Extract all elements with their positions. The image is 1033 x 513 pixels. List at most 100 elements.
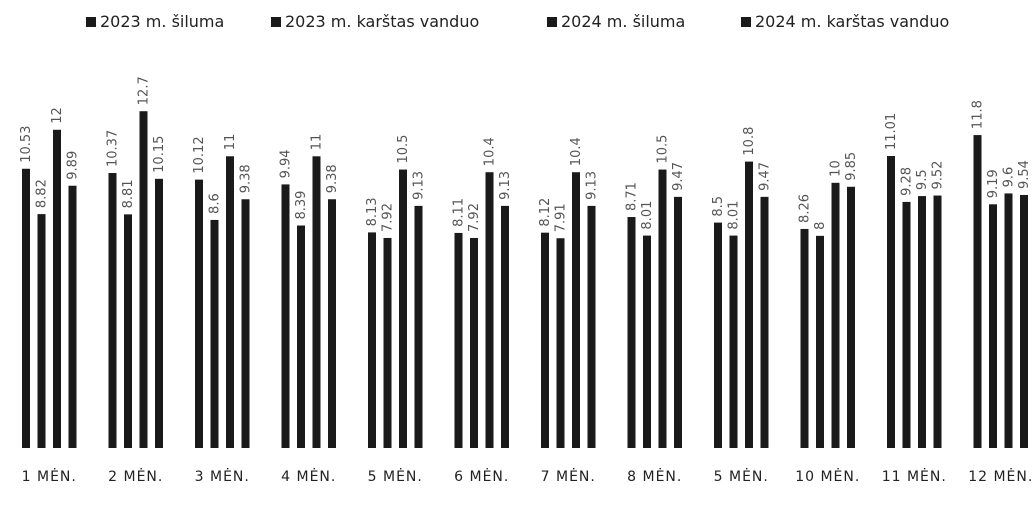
category-label-3: 3 MĖN. bbox=[195, 467, 250, 485]
value-label-6-series-3: 10.4 bbox=[483, 137, 498, 166]
bar-11-series-1 bbox=[887, 156, 895, 448]
bar-8-series-2 bbox=[643, 235, 651, 448]
bar-4-series-1 bbox=[281, 184, 290, 448]
value-label-10-series-3: 10 bbox=[829, 160, 844, 177]
value-label-6-series-4: 9.13 bbox=[498, 171, 513, 200]
category-label-9: 5 MĖN. bbox=[714, 467, 769, 485]
bar-11-series-4 bbox=[933, 195, 942, 448]
bar-12-series-2 bbox=[989, 204, 997, 448]
value-label-8-series-4: 9.47 bbox=[671, 162, 686, 191]
legend-item-1: 2023 m. šiluma bbox=[86, 12, 271, 31]
bar-2-series-1 bbox=[108, 173, 117, 448]
value-label-7-series-3: 10.4 bbox=[569, 137, 584, 166]
bar-1-series-4 bbox=[68, 185, 77, 448]
value-label-1-series-1: 10.53 bbox=[19, 126, 34, 163]
bar-1-series-1 bbox=[22, 168, 30, 448]
value-label-11-series-1: 11.01 bbox=[884, 113, 899, 150]
bar-8-series-3 bbox=[658, 169, 667, 449]
bar-2-series-3 bbox=[139, 111, 148, 448]
value-label-3-series-3: 11 bbox=[223, 134, 238, 151]
value-label-1-series-2: 8.82 bbox=[35, 179, 50, 208]
bar-12-series-1 bbox=[973, 135, 982, 448]
bar-7-series-2 bbox=[556, 238, 565, 448]
bar-2-series-4 bbox=[155, 178, 163, 448]
value-label-4-series-3: 11 bbox=[310, 134, 325, 151]
bar-1-series-2 bbox=[37, 214, 46, 448]
value-label-1-series-4: 9.89 bbox=[66, 151, 81, 180]
value-label-12-series-1: 11.8 bbox=[971, 100, 986, 129]
bar-2-series-2 bbox=[124, 214, 132, 448]
bar-7-series-3 bbox=[572, 172, 580, 449]
value-label-12-series-2: 9.19 bbox=[986, 169, 1001, 198]
value-label-10-series-4: 9.85 bbox=[844, 152, 859, 181]
value-label-9-series-2: 8.01 bbox=[727, 201, 742, 230]
bar-3-series-4 bbox=[241, 199, 250, 448]
bar-5-series-4 bbox=[414, 205, 423, 448]
category-label-12: 12 MĖN. bbox=[968, 467, 1033, 485]
bar-4-series-4 bbox=[328, 199, 336, 448]
value-label-8-series-2: 8.01 bbox=[640, 201, 655, 230]
category-label-5: 5 MĖN. bbox=[368, 467, 423, 485]
bar-11-series-2 bbox=[902, 201, 911, 448]
category-label-10: 10 MĖN. bbox=[795, 467, 860, 485]
legend-label-1: 2023 m. šiluma bbox=[100, 12, 225, 31]
value-label-12-series-3: 9.6 bbox=[1002, 167, 1017, 188]
value-label-2-series-2: 8.81 bbox=[121, 179, 136, 208]
bar-1-series-3 bbox=[53, 129, 61, 448]
value-label-3-series-2: 8.6 bbox=[208, 193, 223, 214]
value-label-11-series-3: 9.5 bbox=[915, 169, 930, 190]
value-label-2-series-4: 10.15 bbox=[152, 136, 167, 173]
legend-swatch-4 bbox=[741, 16, 751, 27]
bar-5-series-1 bbox=[368, 232, 376, 448]
bar-8-series-4 bbox=[674, 196, 682, 448]
value-label-10-series-1: 8.26 bbox=[798, 194, 813, 223]
category-label-2: 2 MĖN. bbox=[108, 467, 163, 485]
bar-6-series-2 bbox=[470, 237, 478, 448]
value-label-7-series-2: 7.91 bbox=[554, 203, 569, 232]
value-label-9-series-1: 8.5 bbox=[711, 196, 726, 217]
legend-label-4: 2024 m. karštas vanduo bbox=[755, 12, 950, 31]
category-label-1: 1 MĖN. bbox=[22, 467, 77, 485]
bar-4-series-2 bbox=[297, 225, 305, 448]
bar-3-series-3 bbox=[226, 156, 234, 448]
value-label-5-series-3: 10.5 bbox=[396, 135, 411, 164]
bar-10-series-1 bbox=[800, 228, 809, 448]
bar-5-series-2 bbox=[383, 237, 392, 448]
value-label-5-series-1: 8.13 bbox=[365, 197, 380, 226]
value-label-4-series-1: 9.94 bbox=[279, 149, 294, 178]
bar-11-series-3 bbox=[918, 196, 926, 448]
legend-item-2: 2023 m. karštas vanduo bbox=[271, 12, 547, 31]
bar-10-series-4 bbox=[847, 186, 855, 448]
value-label-3-series-1: 10.12 bbox=[192, 136, 207, 173]
value-label-5-series-4: 9.13 bbox=[412, 171, 427, 200]
bar-8-series-1 bbox=[627, 217, 636, 448]
legend-swatch-1 bbox=[86, 16, 96, 27]
bar-10-series-2 bbox=[816, 235, 824, 448]
legend-item-3: 2024 m. šiluma bbox=[547, 12, 741, 31]
value-label-6-series-2: 7.92 bbox=[467, 203, 482, 232]
bar-3-series-2 bbox=[210, 219, 219, 448]
value-label-4-series-4: 9.38 bbox=[325, 164, 340, 193]
value-label-11-series-2: 9.28 bbox=[900, 167, 915, 196]
value-label-11-series-4: 9.52 bbox=[931, 161, 946, 190]
value-label-4-series-2: 8.39 bbox=[294, 191, 309, 220]
value-label-7-series-1: 8.12 bbox=[538, 198, 553, 227]
bar-4-series-3 bbox=[312, 156, 321, 448]
value-label-2-series-1: 10.37 bbox=[106, 130, 121, 167]
value-label-5-series-2: 7.92 bbox=[381, 203, 396, 232]
category-label-4: 4 MĖN. bbox=[281, 467, 336, 485]
value-label-9-series-4: 9.47 bbox=[758, 162, 773, 191]
bar-6-series-1 bbox=[454, 232, 463, 448]
bar-9-series-1 bbox=[714, 222, 722, 448]
value-label-8-series-1: 8.71 bbox=[625, 182, 640, 211]
legend-label-2: 2023 m. karštas vanduo bbox=[285, 12, 480, 31]
bar-3-series-1 bbox=[195, 179, 203, 448]
value-label-2-series-3: 12.7 bbox=[137, 76, 152, 105]
bar-9-series-4 bbox=[760, 196, 769, 448]
value-label-1-series-3: 12 bbox=[50, 107, 65, 124]
bar-7-series-4 bbox=[587, 205, 596, 448]
bar-6-series-4 bbox=[501, 205, 509, 448]
value-label-10-series-2: 8 bbox=[813, 222, 828, 230]
